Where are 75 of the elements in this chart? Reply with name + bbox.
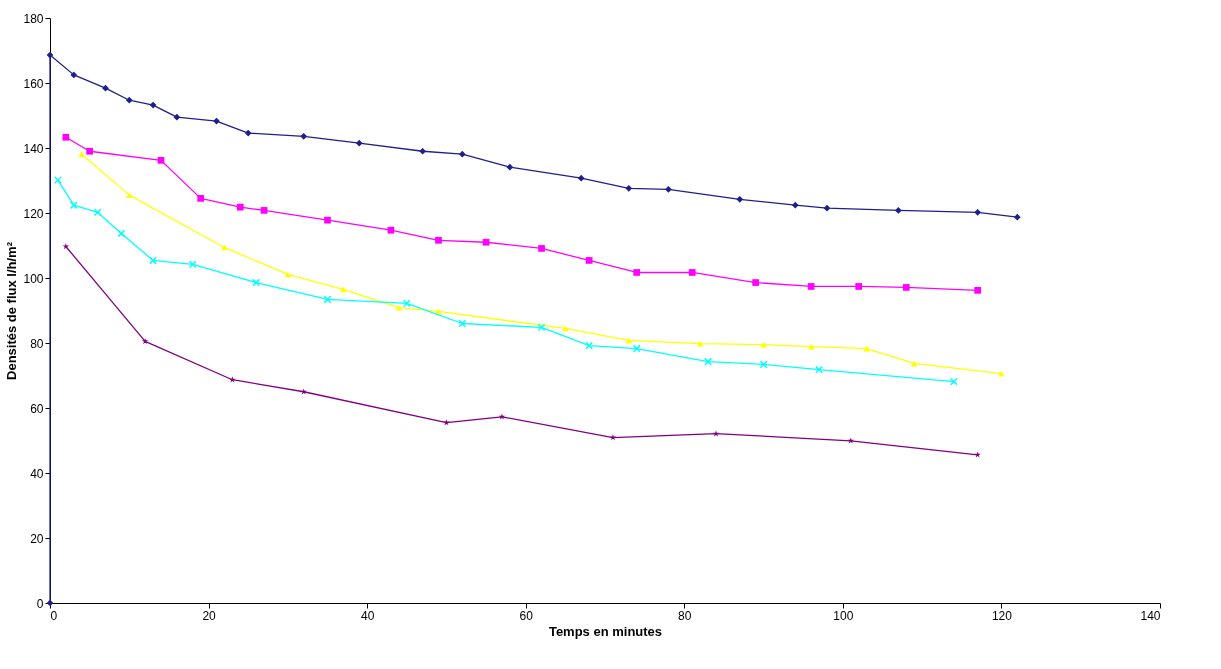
point [46, 51, 54, 59]
point [974, 209, 981, 216]
point [78, 151, 86, 158]
point [260, 207, 268, 214]
point [387, 226, 395, 234]
point [458, 150, 466, 158]
point [688, 269, 696, 276]
x-tick-label: 40 [360, 608, 375, 623]
point [324, 216, 331, 224]
point [323, 295, 332, 304]
x-tick-label: 0 [50, 608, 58, 623]
point [633, 269, 641, 276]
y-tick-label: 160 [23, 76, 44, 91]
point [340, 286, 347, 293]
point [419, 147, 426, 155]
y-tick-label: 140 [23, 141, 44, 156]
y-tick-label: 20 [30, 531, 44, 546]
x-tick-label: 60 [519, 608, 534, 623]
y-tick-label: 80 [30, 336, 44, 351]
point [759, 360, 768, 369]
point [974, 451, 981, 458]
y-axis-title: Densités de flux l/h/m² [4, 241, 20, 380]
point [125, 192, 133, 199]
point [70, 71, 78, 79]
point [141, 338, 149, 345]
point [791, 201, 799, 209]
y-tick-label: 120 [23, 206, 44, 221]
y-tick-label: 100 [23, 271, 44, 286]
x-axis-title: Temps en minutes [548, 623, 663, 639]
point [665, 185, 672, 193]
y-tick-label: 180 [23, 11, 44, 26]
x-tick-label: 140 [1140, 608, 1161, 623]
point [62, 133, 70, 141]
point [752, 279, 759, 286]
point [736, 196, 744, 203]
point [188, 260, 197, 269]
x-tick-label: 120 [991, 608, 1013, 623]
point [125, 96, 133, 104]
point [807, 283, 815, 290]
point [197, 195, 204, 202]
point [86, 147, 93, 155]
point [696, 340, 704, 347]
point [538, 245, 545, 252]
point [895, 207, 902, 214]
point [300, 132, 308, 140]
point [69, 201, 78, 210]
y-tick-label: 60 [30, 401, 44, 416]
x-tick-label: 80 [678, 608, 692, 623]
y-tick-label: 40 [30, 466, 44, 481]
point [902, 284, 910, 291]
point [506, 163, 514, 171]
point [149, 101, 157, 109]
point [236, 203, 244, 211]
x-tick-label: 20 [202, 608, 217, 623]
point [62, 243, 70, 250]
point [562, 325, 569, 332]
x-tick-label: 100 [833, 608, 854, 623]
point [102, 84, 109, 92]
point [537, 323, 546, 332]
point [435, 236, 442, 244]
point [625, 184, 633, 192]
point [355, 139, 363, 147]
point [157, 157, 165, 164]
point [823, 204, 831, 212]
point [585, 257, 593, 264]
point [760, 341, 767, 348]
point [855, 283, 863, 290]
point [974, 287, 981, 294]
point [244, 129, 252, 137]
point [577, 174, 585, 182]
point [482, 238, 490, 246]
point [173, 113, 181, 121]
point [1013, 213, 1021, 221]
point [625, 337, 633, 344]
y-tick-label: 0 [36, 596, 44, 611]
